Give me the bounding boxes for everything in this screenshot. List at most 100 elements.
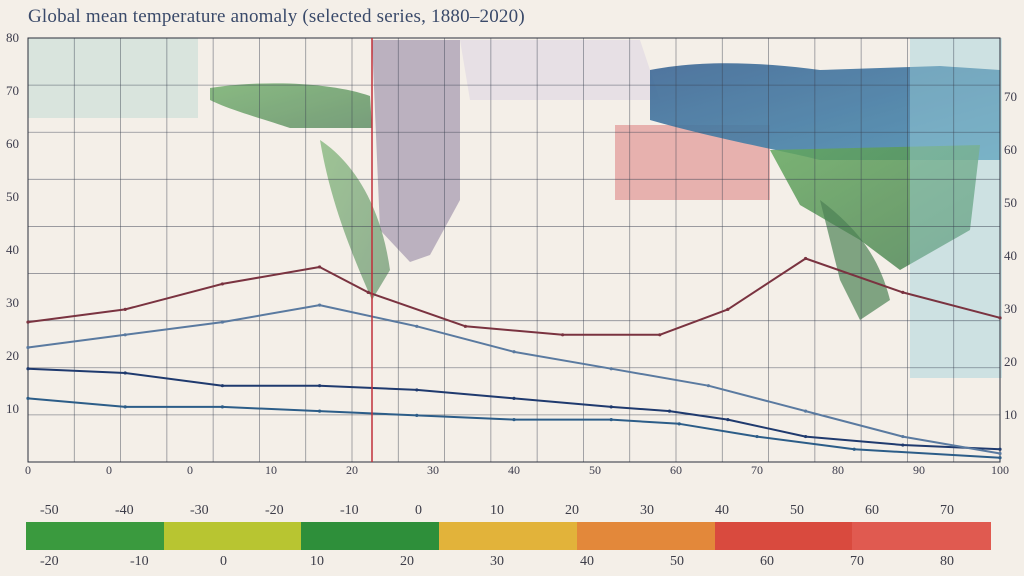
y-tick-right: 50 bbox=[1004, 195, 1017, 210]
color-scale-bar bbox=[26, 522, 991, 550]
y-tick-left: 60 bbox=[6, 136, 19, 151]
y-tick-right: 60 bbox=[1004, 142, 1017, 157]
y-tick-right: 70 bbox=[1004, 89, 1017, 104]
color-scale-bottom-label: 40 bbox=[580, 554, 594, 569]
x-tick: 0 bbox=[187, 463, 193, 477]
y-tick-left: 20 bbox=[6, 348, 19, 363]
color-scale-bottom-label: 70 bbox=[850, 554, 864, 569]
y-tick-left: 10 bbox=[6, 401, 19, 416]
color-scale-bottom-label: 10 bbox=[310, 554, 324, 569]
y-tick-left: 80 bbox=[6, 30, 19, 45]
series-3-point bbox=[755, 434, 759, 439]
series-3-point bbox=[512, 418, 516, 422]
series-1-point bbox=[366, 290, 370, 294]
series-4-point bbox=[26, 345, 30, 350]
y-tick-left: 70 bbox=[6, 83, 19, 98]
color-scale-bottom-label: -10 bbox=[130, 554, 149, 569]
color-scale-bottom-label: 60 bbox=[760, 554, 774, 569]
color-scale-segment bbox=[576, 522, 716, 550]
y-tick-right: 30 bbox=[1004, 301, 1017, 316]
x-tick: 0 bbox=[106, 463, 112, 477]
series-3-point bbox=[998, 456, 1002, 460]
color-scale-top-label: -10 bbox=[340, 503, 359, 518]
color-scale-bottom-label: 50 bbox=[670, 554, 684, 569]
series-1-point bbox=[463, 324, 467, 328]
color-scale-bottom-label: 20 bbox=[400, 554, 414, 569]
series-4-point bbox=[512, 350, 516, 354]
color-scale-bottom-label: 30 bbox=[490, 554, 504, 569]
series-1-point bbox=[123, 307, 127, 311]
series-3-point bbox=[123, 405, 127, 409]
x-tick: 0 bbox=[25, 463, 31, 477]
series-2-point bbox=[220, 384, 224, 388]
series-4-point bbox=[706, 384, 711, 388]
series-1-point bbox=[26, 320, 30, 324]
series-2-point bbox=[415, 388, 419, 392]
color-scale-bottom-label: -20 bbox=[40, 554, 59, 569]
series-2-point bbox=[901, 443, 905, 447]
color-scale-top-label: 70 bbox=[940, 503, 954, 518]
x-tick: 50 bbox=[589, 463, 601, 477]
color-scale-top-label: 30 bbox=[640, 503, 654, 518]
color-scale-segment bbox=[852, 522, 991, 550]
series-4-point bbox=[804, 409, 808, 413]
y-tick-right: 20 bbox=[1004, 354, 1017, 369]
series-1-point bbox=[901, 290, 905, 294]
series-1-point bbox=[658, 333, 662, 337]
x-tick: 40 bbox=[508, 463, 520, 477]
series-1-point bbox=[220, 282, 224, 286]
y-tick-left: 50 bbox=[6, 189, 19, 204]
series-3-point bbox=[220, 405, 224, 409]
color-scale-top-label: 20 bbox=[565, 503, 579, 518]
plot-frame bbox=[27, 37, 1001, 463]
series-4-point bbox=[901, 434, 905, 439]
y-tick-left: 30 bbox=[6, 295, 19, 310]
y-tick-left: 40 bbox=[6, 242, 19, 257]
series-3-point bbox=[609, 418, 613, 422]
grid bbox=[27, 37, 1001, 463]
color-scale-top-label: -20 bbox=[265, 503, 284, 518]
color-scale-top-label: -30 bbox=[190, 503, 209, 518]
y-tick-right: 40 bbox=[1004, 248, 1017, 263]
color-scale-top-label: 0 bbox=[415, 503, 422, 518]
color-scale-bottom-label: 0 bbox=[220, 554, 227, 569]
x-tick: 80 bbox=[832, 463, 844, 477]
series-3-point bbox=[415, 413, 419, 417]
series-1-point bbox=[804, 256, 808, 261]
series-3-point bbox=[677, 422, 681, 426]
series-2-point bbox=[123, 371, 127, 375]
series-2-point bbox=[512, 396, 516, 400]
series-2-point bbox=[667, 409, 672, 413]
color-scale-segment bbox=[714, 522, 854, 550]
color-scale-top-label: -50 bbox=[40, 503, 59, 518]
series-2-point bbox=[318, 384, 322, 388]
x-tick: 100 bbox=[991, 463, 1009, 477]
series-4-point bbox=[609, 367, 613, 371]
x-tick: 60 bbox=[670, 463, 682, 477]
series-3-point bbox=[852, 447, 856, 451]
color-scale-top-label: -40 bbox=[115, 503, 134, 518]
series-3-point bbox=[318, 409, 322, 413]
series-1-point bbox=[726, 307, 730, 311]
x-tick: 10 bbox=[265, 463, 277, 477]
series-2-point bbox=[609, 405, 613, 409]
color-scale-top-label: 60 bbox=[865, 503, 879, 518]
color-scale-segment bbox=[26, 522, 165, 550]
series-1-point bbox=[998, 316, 1002, 320]
color-scale-top-label: 50 bbox=[790, 503, 804, 518]
chart-title: Global mean temperature anomaly (selecte… bbox=[28, 6, 525, 27]
series-4-point bbox=[415, 324, 419, 328]
series-4-point bbox=[123, 333, 127, 337]
series-2-point bbox=[998, 447, 1002, 451]
series-layer bbox=[26, 256, 1002, 460]
y-tick-right: 10 bbox=[1004, 407, 1017, 422]
y-axis-right: 70 60 50 40 30 20 10 bbox=[1004, 89, 1017, 422]
x-tick: 70 bbox=[751, 463, 763, 477]
x-tick: 30 bbox=[427, 463, 439, 477]
series-4-point bbox=[220, 320, 224, 324]
series-2-point bbox=[804, 434, 808, 439]
series-3-point bbox=[26, 396, 30, 400]
series-1-point bbox=[561, 333, 565, 337]
color-scale-segment bbox=[301, 522, 441, 550]
series-4-point bbox=[998, 451, 1002, 456]
